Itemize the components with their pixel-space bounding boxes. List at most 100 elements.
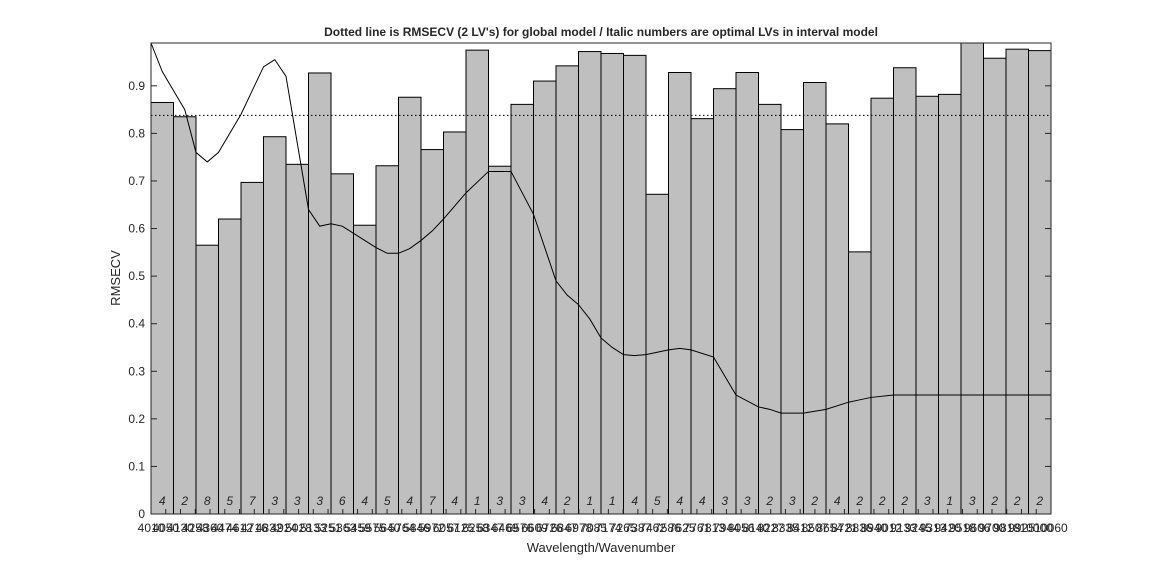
interval-bar-17 <box>510 103 534 515</box>
interval-bar-35 <box>915 95 939 515</box>
interval-bar-11 <box>375 165 399 515</box>
x-tick-label: 9818 <box>993 521 1020 535</box>
x-tick-label: 9518 <box>949 521 976 535</box>
x-tick-label: 5028 <box>285 521 312 535</box>
optimal-lv-label-1: 4 <box>159 494 166 508</box>
interval-bar-14 <box>443 131 467 515</box>
optimal-lv-label-17: 3 <box>519 494 526 508</box>
x-tick-label: 7813 <box>698 521 725 535</box>
interval-bar-40 <box>1028 50 1052 515</box>
y-tick-label: 0.1 <box>128 459 145 473</box>
x-tick-label: 6057 <box>433 521 460 535</box>
optimal-lv-label-30: 2 <box>810 494 818 508</box>
interval-bar-22 <box>623 54 647 515</box>
x-tick-label: 5640 <box>374 521 401 535</box>
x-tick-label: 4474 <box>211 521 238 535</box>
optimal-lv-label-11: 5 <box>384 494 391 508</box>
interval-bar-33 <box>870 97 894 515</box>
optimal-lv-label-39: 2 <box>1013 494 1021 508</box>
interval-bar-24 <box>668 72 692 515</box>
x-tick-label: 7944 <box>713 521 740 535</box>
optimal-lv-label-33: 2 <box>878 494 886 508</box>
x-tick-label: 4130 <box>167 521 194 535</box>
x-tick-label: 9925 <box>1008 521 1035 535</box>
optimal-lv-label-5: 7 <box>249 494 257 508</box>
optimal-lv-label-31: 4 <box>834 494 841 508</box>
x-tick-label: 4612 <box>226 521 253 535</box>
optimal-lv-label-24: 4 <box>676 494 683 508</box>
x-tick-label: 9606 <box>964 521 991 535</box>
x-tick-label: 5846 <box>403 521 430 535</box>
x-tick-label: 5972 <box>418 521 445 535</box>
x-tick-label: 8227 <box>757 521 784 535</box>
x-tick-label: 8056 <box>728 521 755 535</box>
optimal-lv-label-36: 1 <box>946 494 953 508</box>
x-tick-label: 6978 <box>566 521 593 535</box>
y-tick-label: 0.2 <box>128 412 145 426</box>
interval-bar-26 <box>713 88 737 515</box>
optimal-lv-label-12: 4 <box>406 494 413 508</box>
x-tick-label: 8412 <box>787 521 814 535</box>
optimal-lv-label-26: 3 <box>721 494 728 508</box>
x-tick-label: 9012 <box>875 521 902 535</box>
interval-bar-28 <box>758 103 782 515</box>
x-tick-label: 9700 <box>979 521 1006 535</box>
x-tick-label: 9245 <box>905 521 932 535</box>
x-tick-label: 10000 <box>1020 521 1054 535</box>
x-tick-label: 6847 <box>551 521 578 535</box>
x-tick-label: 4716 <box>241 521 268 535</box>
x-tick-label: 7174 <box>595 521 622 535</box>
x-tick-label: 7625 <box>669 521 696 535</box>
optimal-lv-label-4: 5 <box>226 494 233 508</box>
optimal-lv-label-9: 6 <box>339 494 346 508</box>
y-tick-label: 0.9 <box>128 79 145 93</box>
optimal-lv-label-29: 3 <box>789 494 796 508</box>
interval-bar-13 <box>420 149 444 515</box>
y-tick-label: 0.3 <box>128 364 145 378</box>
optimal-lv-label-23: 5 <box>654 494 661 508</box>
interval-bar-21 <box>600 52 624 515</box>
optimal-lv-label-27: 3 <box>744 494 751 508</box>
x-tick-label: 6258 <box>462 521 489 535</box>
x-tick-label: 4010 <box>138 521 165 535</box>
x-tick-label: 5459 <box>344 521 371 535</box>
interval-bar-1 <box>150 101 174 515</box>
x-tick-label: 8940 <box>861 521 888 535</box>
interval-bar-6 <box>263 136 287 515</box>
x-tick-label: 7265 <box>610 521 637 535</box>
interval-bar-15 <box>465 49 489 515</box>
optimal-lv-label-32: 2 <box>855 494 863 508</box>
mean-spectrum-curve <box>150 42 1051 414</box>
interval-bar-31 <box>825 123 849 515</box>
interval-bar-29 <box>780 129 804 515</box>
interval-bar-32 <box>848 251 872 515</box>
interval-bar-7 <box>285 163 309 515</box>
optimal-lv-label-10: 4 <box>361 494 368 508</box>
interval-bar-5 <box>240 181 264 515</box>
y-tick-label: 0.6 <box>128 222 145 236</box>
x-tick-label: 6576 <box>506 521 533 535</box>
interval-bar-34 <box>893 67 917 515</box>
optimal-lv-label-3: 8 <box>204 494 211 508</box>
optimal-lv-label-40: 2 <box>1035 494 1043 508</box>
y-axis: 0 0.1 0.2 0.3 0.4 0.5 0.6 0.7 0.8 0.9 <box>128 79 1051 521</box>
optimal-lv-label-8: 3 <box>316 494 323 508</box>
interval-bar-37 <box>960 42 984 515</box>
x-tick-label: 5575 <box>359 521 386 535</box>
x-tick-label: 4924 <box>270 521 297 535</box>
optimal-lv-label-16: 3 <box>496 494 503 508</box>
interval-bar-10 <box>353 224 377 515</box>
x-tick-label: 6347 <box>477 521 504 535</box>
interval-bar-8 <box>308 72 332 515</box>
interval-bar-38 <box>983 57 1007 515</box>
x-tick-label: 9313 <box>920 521 947 535</box>
optimal-lv-label-13: 7 <box>429 494 437 508</box>
x-tick-label: 4832 <box>256 521 283 535</box>
interval-bar-18 <box>533 80 557 515</box>
x-axis-label: Wavelength/Wavenumber <box>527 540 676 555</box>
optimal-lv-label-38: 2 <box>990 494 998 508</box>
optimal-lv-label-28: 2 <box>765 494 773 508</box>
x-tick-label: 8140 <box>743 521 770 535</box>
